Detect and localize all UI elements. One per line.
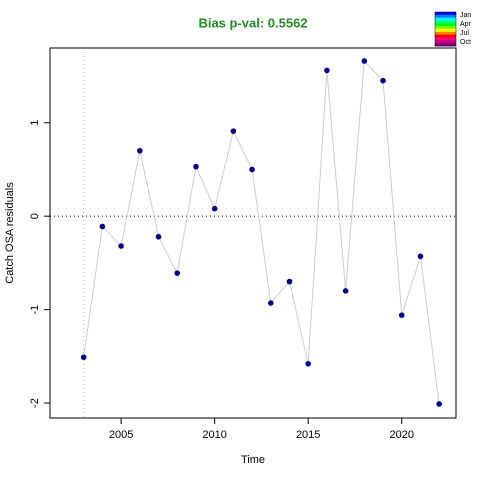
point	[380, 77, 386, 84]
color-legend-label: Jul	[460, 30, 469, 37]
color-legend-border	[434, 11, 457, 47]
point	[398, 312, 405, 319]
color-legend-swatch	[435, 26, 456, 30]
color-legend-swatch	[435, 31, 456, 35]
color-legend-label: Oct	[460, 39, 471, 46]
point	[286, 278, 293, 285]
y-tick-label: -1	[29, 305, 41, 315]
x-tick-label: 2015	[296, 429, 320, 441]
point	[118, 243, 124, 249]
point	[436, 401, 442, 407]
color-legend-label: Apr	[460, 21, 472, 28]
point	[211, 205, 218, 212]
x-tick-label: 2005	[109, 429, 133, 441]
point	[174, 270, 181, 276]
color-legend-swatch	[435, 14, 456, 18]
color-legend-swatch	[435, 29, 456, 33]
point	[99, 223, 106, 230]
point	[361, 58, 368, 64]
x-axis-label: Time	[241, 454, 265, 466]
point	[155, 233, 162, 240]
x-tick-label: 2020	[389, 429, 413, 441]
point	[417, 253, 424, 260]
y-axis-label: Catch OSA residuals	[4, 182, 16, 284]
color-legend-swatch	[435, 20, 456, 24]
point	[230, 128, 237, 134]
color-legend-label: Jan	[460, 12, 471, 19]
color-legend-swatch	[435, 40, 456, 44]
point	[324, 67, 330, 74]
color-legend-swatch	[435, 37, 456, 41]
point	[267, 300, 274, 306]
point	[193, 163, 199, 170]
chart-title: Bias p-val: 0.5562	[198, 15, 307, 30]
point	[305, 361, 311, 367]
y-tick-label: 0	[29, 213, 41, 219]
y-tick-label: -2	[29, 398, 41, 408]
color-legend-swatch	[435, 23, 456, 27]
y-tick-label: 1	[29, 120, 41, 126]
point	[80, 354, 87, 361]
color-legend-swatch	[435, 17, 456, 21]
x-tick-label: 2010	[202, 429, 226, 441]
series-line	[83, 59, 440, 405]
plot-border	[49, 47, 457, 419]
color-legend-swatch	[435, 12, 456, 16]
point	[342, 288, 349, 294]
color-legend-swatch	[435, 34, 456, 38]
color-legend-swatch	[435, 43, 456, 47]
point	[249, 166, 255, 173]
point	[137, 147, 143, 154]
